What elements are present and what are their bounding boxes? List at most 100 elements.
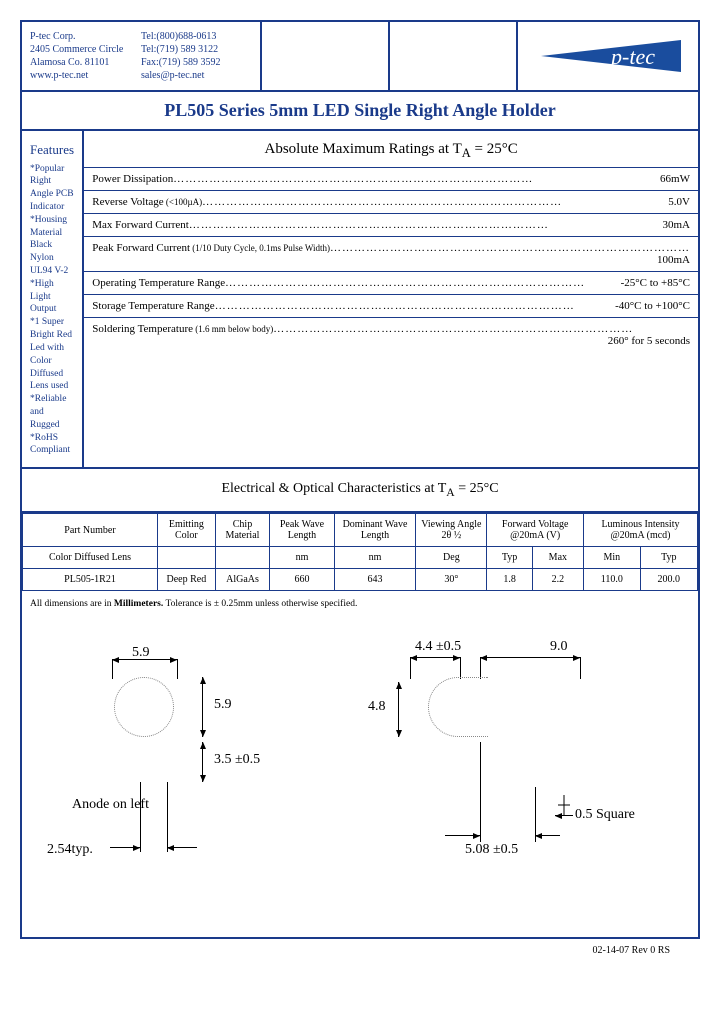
dim-value: 2.54typ.: [47, 842, 93, 858]
feature-item: *Housing Material Black Nylon UL94 V-2: [30, 214, 74, 278]
characteristics-title: Electrical & Optical Characteristics at …: [22, 469, 698, 513]
rating-dots: ………………………………………………………………………………: [273, 323, 633, 335]
dim-value: 9.0: [550, 639, 568, 655]
logo-cell: p-tec: [518, 22, 698, 90]
spec-header-row: Part Number Emitting Color Chip Material…: [23, 514, 698, 547]
ext-line: [140, 782, 141, 852]
dim-arrow: [202, 677, 203, 737]
rating-value: -40°C to +100°C: [615, 300, 690, 312]
dim-value: 5.08 ±0.5: [465, 842, 518, 858]
dim-arrow: [535, 835, 560, 836]
ratings-column: Absolute Maximum Ratings at TA = 25°C Po…: [82, 131, 698, 467]
rating-label: Storage Temperature Range: [92, 300, 214, 312]
rating-row: Storage Temperature Range…………………………………………: [84, 294, 698, 317]
th-li: Luminous Intensity @20mA (mcd): [583, 514, 697, 547]
rating-dots: ………………………………………………………………………………: [225, 277, 585, 289]
led-outline: [114, 677, 174, 737]
company-web: www.p-tec.net: [30, 69, 141, 82]
td-color: Deep Red: [158, 569, 216, 591]
features-heading: Features: [30, 141, 74, 159]
datasheet-page: P-tec Corp. 2405 Commerce Circle Alamosa…: [20, 20, 700, 939]
spec-table: Part Number Emitting Color Chip Material…: [22, 513, 698, 591]
rating-value: -25°C to +85°C: [621, 277, 690, 289]
rating-note: (1.6 mm below body): [193, 324, 273, 334]
feature-item: *Reliable and Rugged: [30, 393, 74, 431]
ratings-title: Absolute Maximum Ratings at TA = 25°C: [84, 131, 698, 167]
td-peak: 660: [270, 569, 334, 591]
tolerance-note: All dimensions are in Millimeters. Toler…: [22, 591, 698, 617]
dim-arrow: [410, 657, 460, 658]
rating-row: Max Forward Current…………………………………………………………: [84, 213, 698, 236]
ext-line: [167, 782, 168, 852]
spec-units-row: Color Diffused Lens nm nm Deg Typ Max Mi…: [23, 547, 698, 569]
rating-note: (1/10 Duty Cycle, 0.1ms Pulse Width): [190, 243, 330, 253]
th-color: Emitting Color: [158, 514, 216, 547]
fax: Fax:(719) 589 3592: [141, 56, 252, 69]
td-lityp: 200.0: [640, 569, 697, 591]
td-part: PL505-1R21: [23, 569, 158, 591]
char-title-sub: A: [446, 486, 454, 499]
dim-arrow: [555, 815, 573, 816]
rating-value: 260° for 5 seconds: [608, 335, 690, 347]
feature-item: Diffused Lens used: [30, 368, 74, 394]
dim-value: 4.4 ±0.5: [415, 639, 461, 655]
company-contact-col: Tel:(800)688-0613 Tel:(719) 589 3122 Fax…: [141, 30, 252, 82]
diagram-side-view: 4.4 ±0.5 9.0 4.8 5.08 ±0.5 0.5 Square: [360, 647, 678, 897]
diagram-area: 5.9 5.9 3.5 ±0.5 Anode on left 2.54typ. …: [22, 617, 698, 937]
th-dom: Dominant Wave Length: [334, 514, 416, 547]
dim-arrow: [445, 835, 480, 836]
ext-line: [580, 657, 581, 679]
feature-item: *RoHS Compliant: [30, 432, 74, 458]
rating-label: Soldering Temperature: [92, 323, 193, 335]
logo-text: p-tec: [609, 44, 655, 69]
rating-value: 66mW: [660, 173, 690, 185]
dim-arrow: [398, 682, 399, 737]
email: sales@p-tec.net: [141, 69, 252, 82]
dim-arrow: [167, 847, 197, 848]
dim-value: 4.8: [368, 699, 386, 715]
td-blank: [215, 547, 270, 569]
center-mark-icon: [558, 795, 570, 815]
company-name: P-tec Corp.: [30, 30, 141, 43]
rating-label: Reverse Voltage: [92, 196, 163, 208]
diagram-front-view: 5.9 5.9 3.5 ±0.5 Anode on left 2.54typ.: [42, 647, 360, 897]
page-title: PL505 Series 5mm LED Single Right Angle …: [22, 92, 698, 131]
dim-value: 5.9: [132, 645, 150, 661]
th-part: Part Number: [23, 514, 158, 547]
mid-section: Features *Popular Right Angle PCB Indica…: [22, 131, 698, 469]
rating-value: 100mA: [657, 254, 690, 266]
ratings-title-prefix: Absolute Maximum Ratings at T: [265, 141, 462, 157]
rating-dots: ………………………………………………………………………………: [330, 242, 690, 254]
led-outline: [428, 677, 488, 737]
ext-line: [460, 657, 461, 679]
ext-line: [480, 657, 481, 679]
rating-dots: ………………………………………………………………………………: [202, 196, 562, 208]
rating-label: Max Forward Current: [92, 219, 189, 231]
ext-line: [177, 659, 178, 679]
anode-label: Anode on left: [72, 797, 149, 813]
char-title-prefix: Electrical & Optical Characteristics at …: [221, 481, 446, 496]
ratings-title-suffix: = 25°C: [471, 141, 518, 157]
th-peak: Peak Wave Length: [270, 514, 334, 547]
rating-dots: ………………………………………………………………………………: [173, 173, 533, 185]
company-info-cell: P-tec Corp. 2405 Commerce Circle Alamosa…: [22, 22, 262, 90]
ext-line: [410, 657, 411, 679]
dim-value: 3.5 ±0.5: [214, 752, 260, 768]
feature-item: *1 Super Bright Red Led with Color: [30, 316, 74, 367]
ext-line: [112, 659, 113, 679]
td-typ: Typ: [640, 547, 697, 569]
ptec-logo-icon: p-tec: [536, 36, 686, 76]
td-max: Max: [532, 547, 583, 569]
td-lens: Color Diffused Lens: [23, 547, 158, 569]
rating-note: (<100µA): [164, 197, 203, 207]
dim-value: 5.9: [214, 697, 232, 713]
rating-dots: ………………………………………………………………………………: [215, 300, 575, 312]
td-deg: Deg: [416, 547, 487, 569]
td-min: Min: [583, 547, 640, 569]
header-row: P-tec Corp. 2405 Commerce Circle Alamosa…: [22, 22, 698, 92]
th-angle: Viewing Angle 2θ ½: [416, 514, 487, 547]
th-fv: Forward Voltage @20mA (V): [487, 514, 584, 547]
spec-data-row: PL505-1R21 Deep Red AlGaAs 660 643 30° 1…: [23, 569, 698, 591]
td-nm: nm: [334, 547, 416, 569]
td-limin: 110.0: [583, 569, 640, 591]
